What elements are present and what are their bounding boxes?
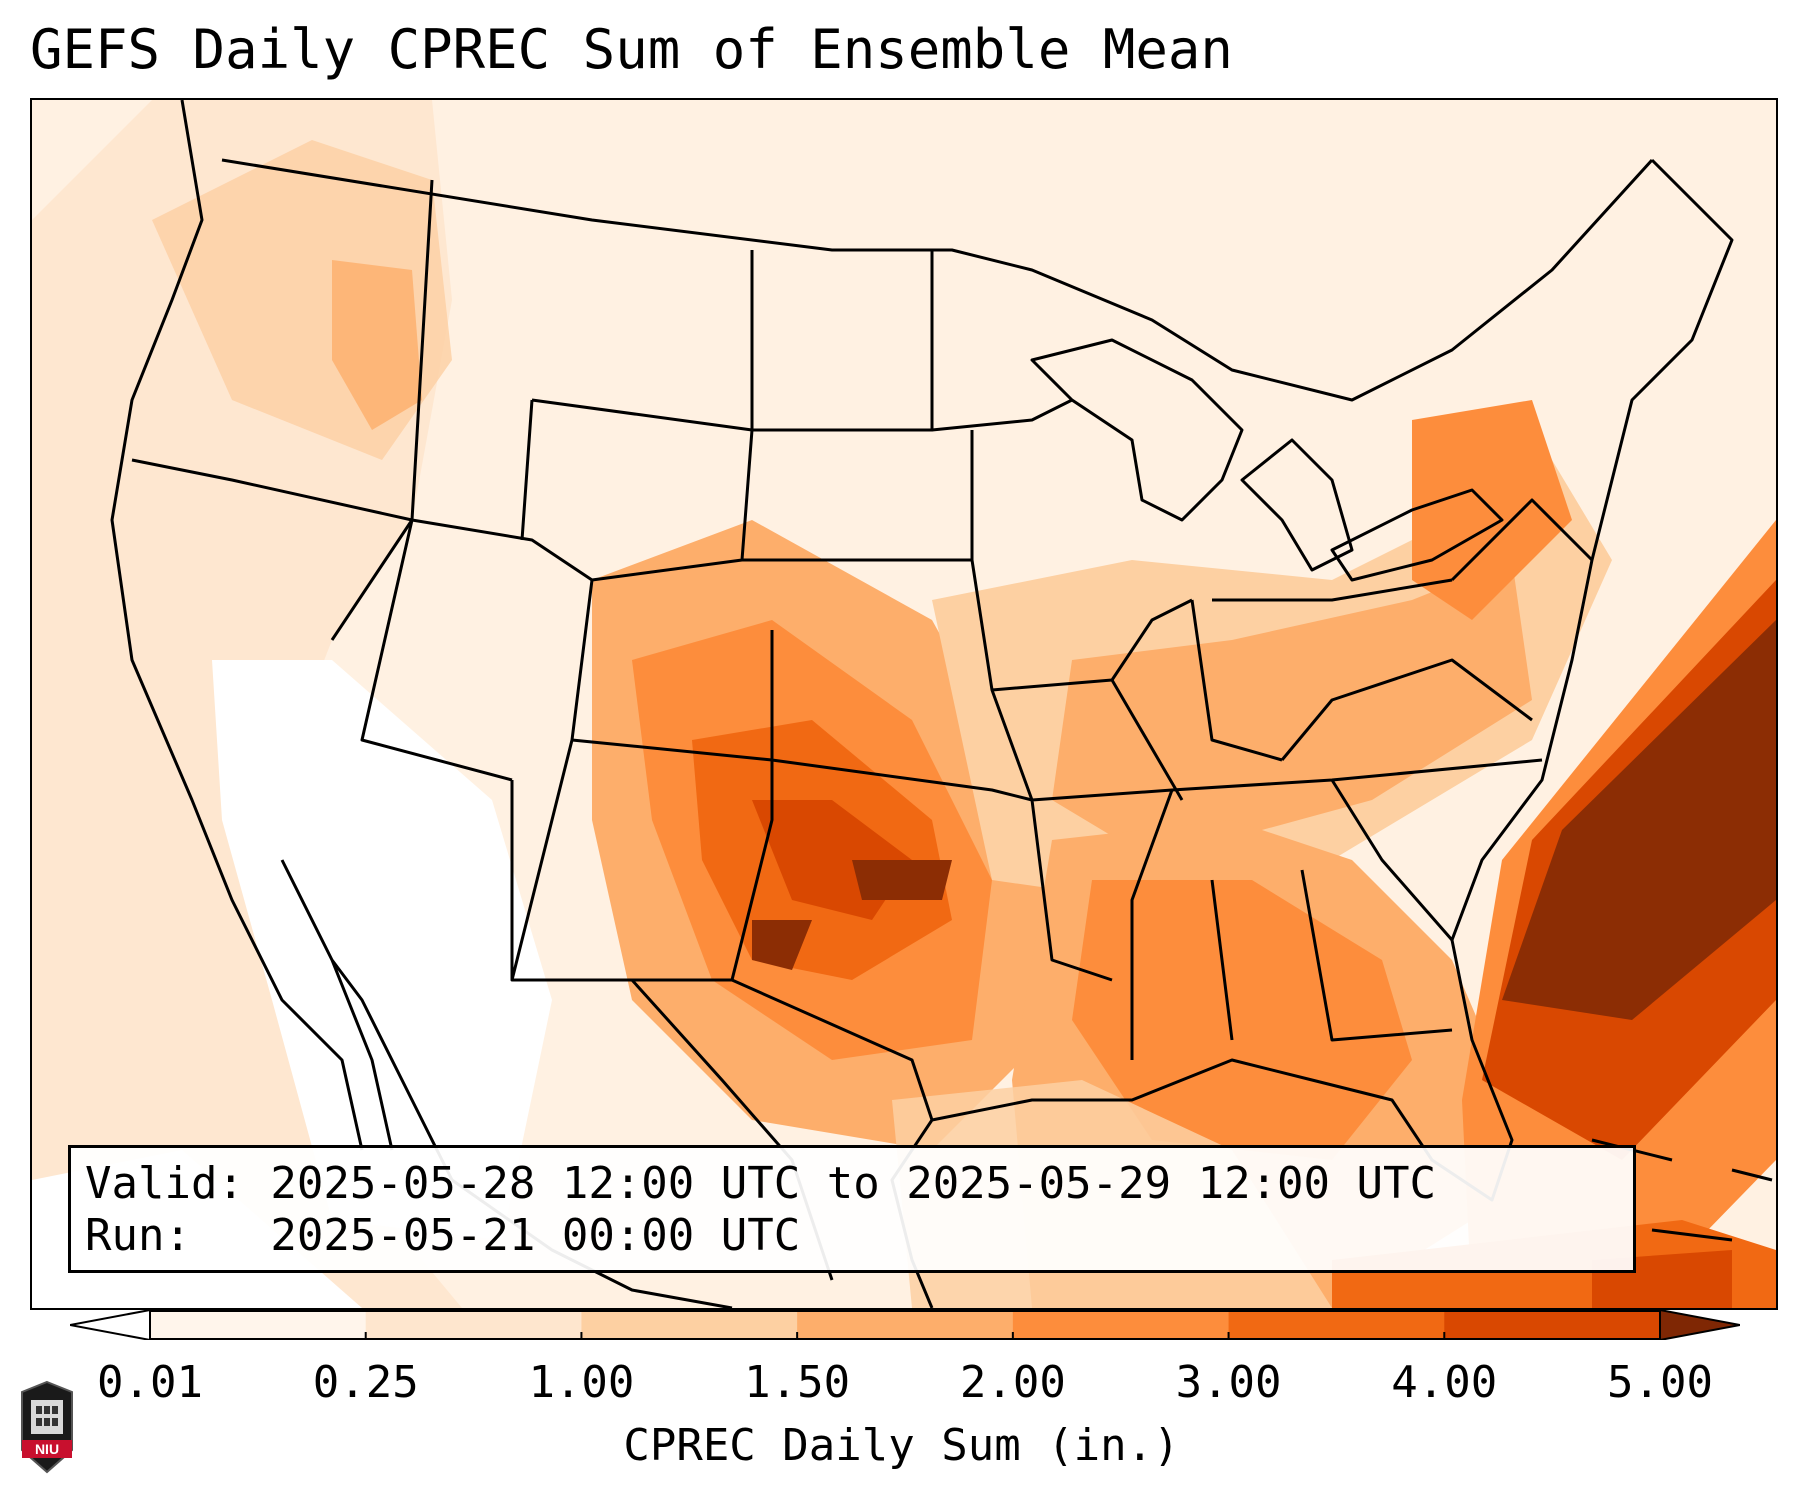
precipitation-map: Valid: 2025-05-28 12:00 UTC to 2025-05-2… <box>30 98 1778 1310</box>
colorbar-segment <box>150 1310 367 1340</box>
colorbar-over-arrow <box>1659 1310 1740 1340</box>
colorbar-tick-label: 5.00 <box>1607 1357 1713 1408</box>
run-time-text: Run: 2025-05-21 00:00 UTC <box>85 1210 801 1261</box>
logo-text: NIU <box>35 1441 59 1457</box>
colorbar-tick-label: 2.00 <box>959 1357 1066 1408</box>
colorbar-segment <box>365 1310 582 1340</box>
valid-run-info-box: Valid: 2025-05-28 12:00 UTC to 2025-05-2… <box>68 1145 1636 1273</box>
colorbar-segment <box>1228 1310 1445 1340</box>
colorbar <box>70 1310 1740 1340</box>
colorbar-label: CPREC Daily Sum (in.) <box>623 1420 1180 1471</box>
colorbar-tick-label: 1.50 <box>744 1357 851 1408</box>
colorbar-tick-label: 1.00 <box>528 1357 635 1408</box>
colorbar-segment <box>1012 1310 1230 1340</box>
colorbar-segment <box>581 1310 798 1340</box>
colorbar-segment <box>797 1310 1014 1340</box>
map-title: GEFS Daily CPREC Sum of Ensemble Mean <box>30 18 1233 81</box>
colorbar-tick-label: 4.00 <box>1391 1357 1498 1408</box>
map-canvas <box>32 100 1776 1308</box>
valid-time-text: Valid: 2025-05-28 12:00 UTC to 2025-05-2… <box>85 1158 1437 1209</box>
colorbar-under-arrow <box>70 1310 151 1340</box>
colorbar-outline <box>149 1310 1661 1340</box>
colorbar-tick-label: 0.01 <box>97 1357 203 1408</box>
colorbar-tick-label: 3.00 <box>1175 1357 1282 1408</box>
colorbar-tick-label: 0.25 <box>312 1357 419 1408</box>
colorbar-segment <box>1444 1310 1661 1340</box>
niu-logo-icon: NIU <box>21 1380 73 1474</box>
